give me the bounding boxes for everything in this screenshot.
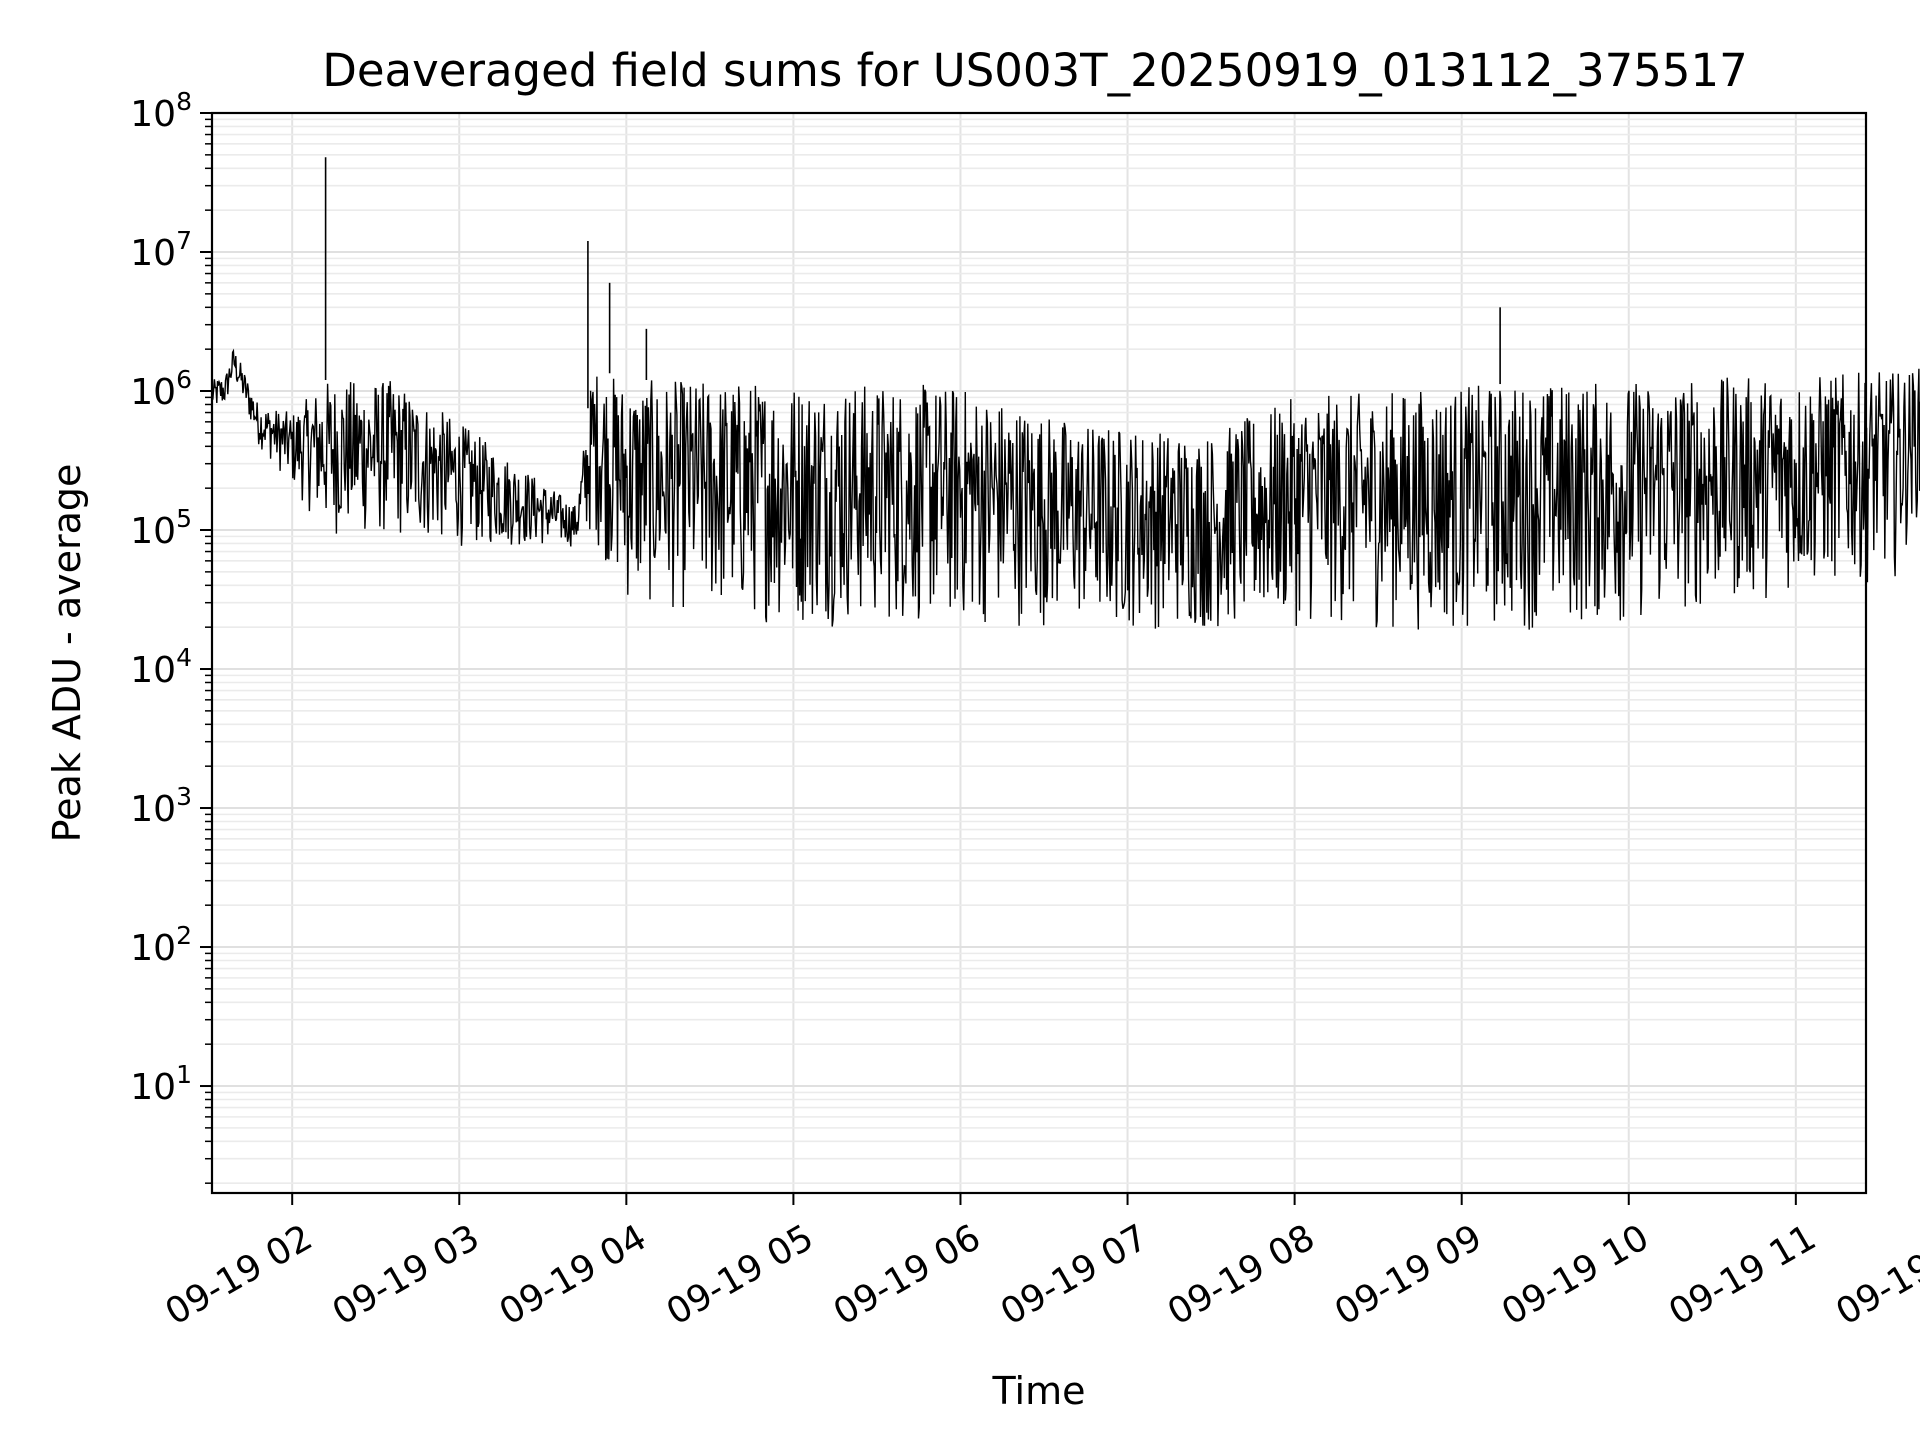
chart-title: Deaveraged field sums for US003T_2025091… [322, 44, 1748, 97]
y-tick-label: 106 [130, 365, 192, 413]
y-axis-title: Peak ADU - average [45, 464, 89, 843]
grid [212, 113, 1866, 1193]
series-path [211, 348, 1920, 630]
plot-frame [210, 111, 1868, 1195]
y-tick-label: 105 [130, 504, 192, 552]
y-tick-label: 103 [130, 782, 192, 830]
y-tick-label: 102 [130, 921, 192, 969]
y-tick-label: 107 [130, 226, 192, 274]
y-tick-label: 104 [130, 643, 192, 691]
y-tick-label: 108 [130, 87, 192, 135]
y-tick-label: 101 [130, 1060, 192, 1108]
x-axis-title: Time [992, 1369, 1086, 1413]
series-line [211, 157, 1920, 630]
